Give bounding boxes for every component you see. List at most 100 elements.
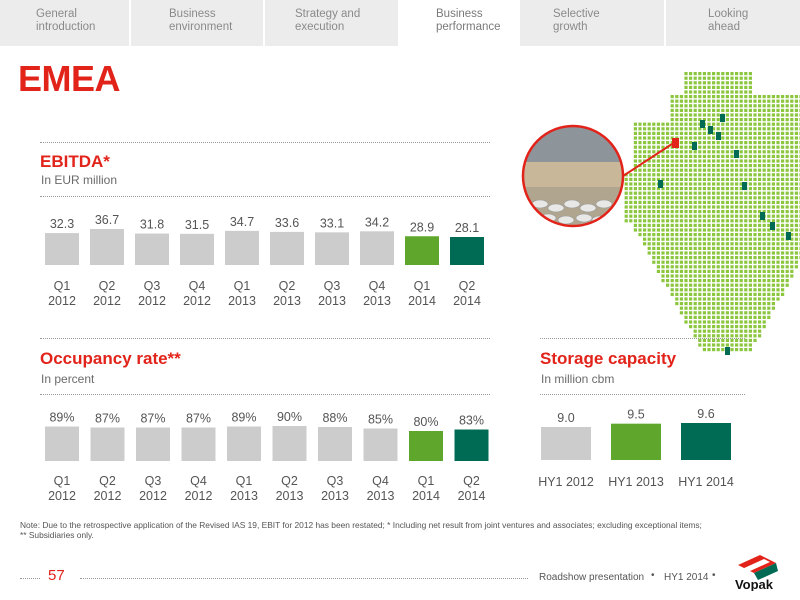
terminal-marker-icon <box>672 138 679 148</box>
category-label: 2012 <box>93 294 121 308</box>
data-label: 28.9 <box>410 220 434 234</box>
terminal-marker-icon <box>760 212 765 220</box>
footer-separator: • <box>651 570 655 581</box>
category-label: Q2 <box>279 279 296 293</box>
tab-label: Strategy and execution <box>295 8 361 33</box>
data-label: 9.0 <box>557 411 574 425</box>
bar <box>181 427 216 461</box>
terminal-marker-icon <box>786 232 791 240</box>
category-label: 2014 <box>412 489 440 503</box>
terminal-marker-icon <box>720 114 725 122</box>
category-label: Q3 <box>327 474 344 488</box>
bar <box>270 231 304 265</box>
data-label: 31.8 <box>140 218 164 232</box>
category-label: Q1 <box>236 474 253 488</box>
category-label: HY1 2012 <box>538 475 594 489</box>
vopak-logo: Vopak <box>735 555 778 591</box>
bar <box>45 233 79 265</box>
category-label: 2013 <box>273 294 301 308</box>
category-label: Q3 <box>144 279 161 293</box>
data-label: 89% <box>49 411 74 425</box>
category-label: 2013 <box>363 294 391 308</box>
bar <box>405 236 439 265</box>
bar <box>135 233 169 265</box>
top-navigation: General introduction Business environmen… <box>0 0 800 46</box>
category-label: Q2 <box>99 474 116 488</box>
category-label: Q4 <box>369 279 386 293</box>
bar <box>681 423 731 460</box>
bar <box>454 429 489 461</box>
category-label: HY1 2013 <box>608 475 664 489</box>
tab-label: Selective growth <box>553 8 600 33</box>
category-label: Q2 <box>281 474 298 488</box>
terminal-marker-icon <box>725 347 730 355</box>
terminal-photo <box>521 124 673 228</box>
footer-period: HY1 2014 <box>664 572 709 583</box>
tab-strategy-and-execution[interactable]: Strategy and execution <box>265 0 400 46</box>
category-label: Q3 <box>145 474 162 488</box>
tab-business-environment[interactable]: Business environment <box>131 0 265 46</box>
divider <box>540 338 745 339</box>
terminal-marker-icon <box>734 150 739 158</box>
bar <box>225 230 259 265</box>
terminal-marker-icon <box>692 142 697 150</box>
tab-label: Looking ahead <box>708 8 749 33</box>
category-label: 2013 <box>228 294 256 308</box>
occupancy-subtitle: In percent <box>41 372 95 386</box>
storage-title: Storage capacity <box>540 349 677 368</box>
category-label: 2012 <box>183 294 211 308</box>
data-label: 31.5 <box>185 218 209 232</box>
data-label: 34.7 <box>230 215 254 229</box>
terminal-marker-icon <box>742 182 747 190</box>
terminal-marker-icon <box>770 222 775 230</box>
tab-general-introduction[interactable]: General introduction <box>0 0 131 46</box>
bar <box>136 427 170 461</box>
tab-label: Business performance <box>436 8 501 33</box>
bar <box>541 427 591 460</box>
bar <box>90 427 125 461</box>
category-label: Q3 <box>324 279 341 293</box>
category-label: 2013 <box>276 489 304 503</box>
bar <box>90 229 124 265</box>
occupancy-bar-chart: 89%Q1201287%Q2201287%Q3201287%Q4201289%Q… <box>45 410 489 503</box>
tab-business-performance[interactable]: Business performance <box>400 0 520 46</box>
bar <box>180 233 214 265</box>
data-label: 36.7 <box>95 213 119 227</box>
page-title: EMEA <box>18 58 121 99</box>
emea-map <box>521 72 800 355</box>
category-label: 2013 <box>230 489 258 503</box>
footer-presentation: Roadshow presentation <box>539 572 645 583</box>
data-label: 89% <box>231 411 256 425</box>
terminal-marker-icon <box>658 180 663 188</box>
category-label: Q4 <box>190 474 207 488</box>
tab-looking-ahead[interactable]: Looking ahead <box>666 0 800 46</box>
terminal-marker-icon <box>700 120 705 128</box>
data-label: 87% <box>95 412 120 426</box>
data-label: 83% <box>459 414 484 428</box>
logo-wordmark: Vopak <box>735 577 774 591</box>
bar <box>315 232 349 265</box>
bar <box>272 426 307 461</box>
category-label: 2013 <box>321 489 349 503</box>
category-label: Q4 <box>372 474 389 488</box>
data-label: 32.3 <box>50 217 74 231</box>
bar <box>227 426 261 461</box>
category-label: 2012 <box>139 489 167 503</box>
data-label: 80% <box>413 415 438 429</box>
bar <box>450 237 484 265</box>
category-label: 2012 <box>48 294 76 308</box>
storage-bar-chart: 9.0 HY1 2012 9.5 HY1 2013 9.6 HY1 2014 <box>538 407 734 489</box>
divider <box>40 394 490 395</box>
terminal-marker-icon <box>708 126 713 134</box>
category-label: Q2 <box>459 279 476 293</box>
map-dots <box>624 72 800 352</box>
bar <box>318 427 352 461</box>
tab-label: General introduction <box>36 8 96 33</box>
footer-divider <box>20 578 40 579</box>
category-label: Q1 <box>54 474 71 488</box>
category-label: 2014 <box>408 294 436 308</box>
tab-selective-growth[interactable]: Selective growth <box>520 0 666 46</box>
data-label: 9.5 <box>627 408 644 422</box>
divider <box>40 338 490 339</box>
category-label: 2012 <box>185 489 213 503</box>
